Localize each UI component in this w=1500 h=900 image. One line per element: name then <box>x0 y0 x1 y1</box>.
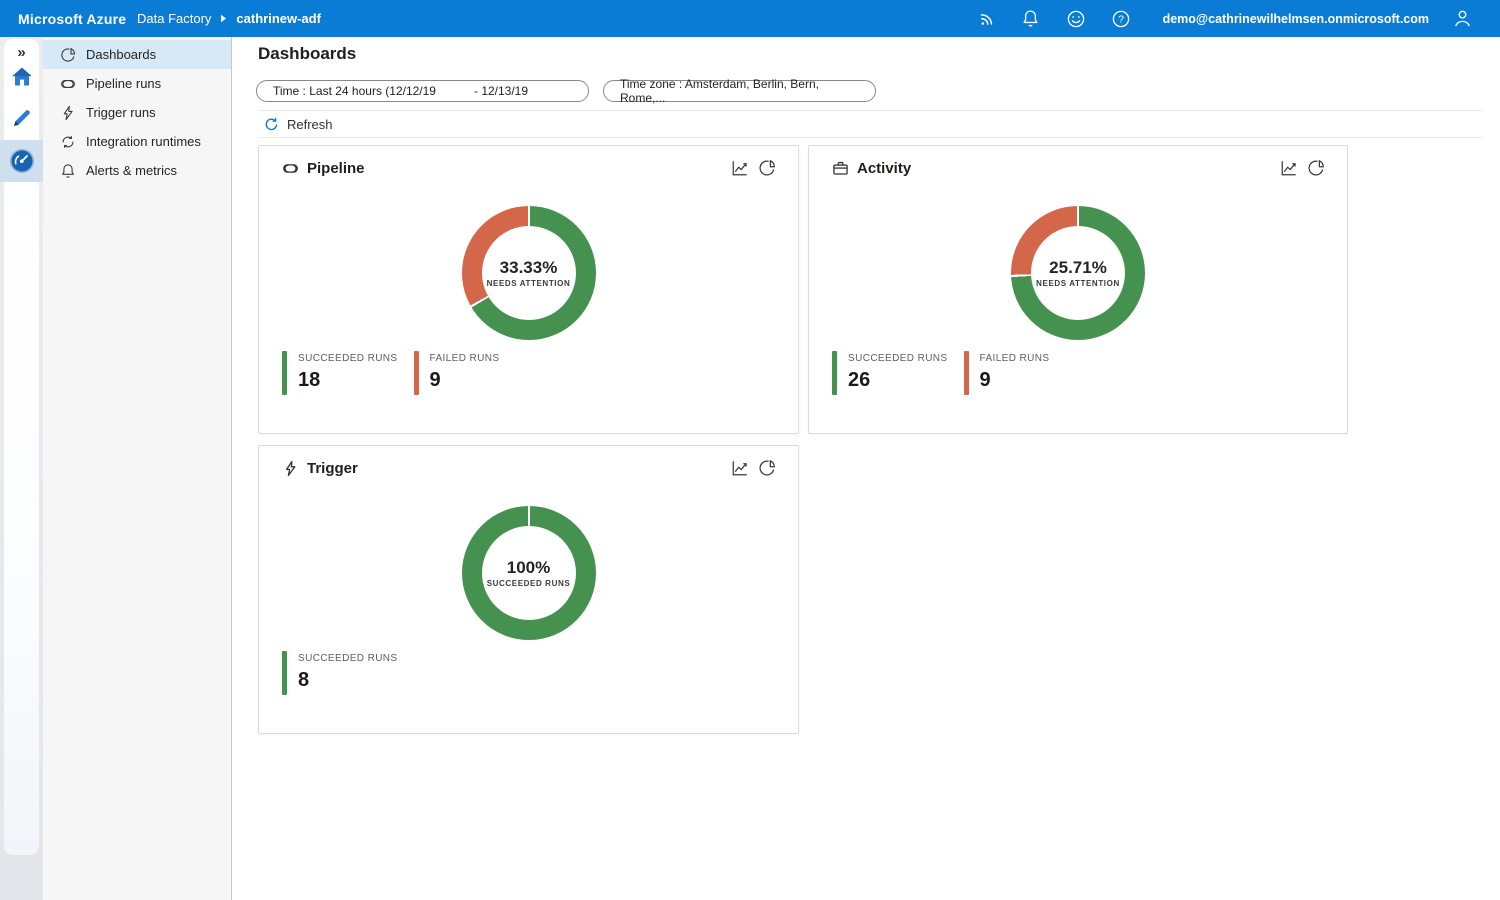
monitor-gauge-icon[interactable] <box>0 141 43 181</box>
sidebar-item-label: Trigger runs <box>86 105 156 120</box>
main-content: Dashboards Time : Last 24 hours (12/12/1… <box>232 37 1500 900</box>
refresh-button[interactable]: Refresh <box>258 117 339 132</box>
topbar-actions: ? demo@cathrinewilhelmsen.onmicrosoft.co… <box>967 0 1488 37</box>
pipeline-card: Pipeline <box>258 145 799 434</box>
integration-runtimes-icon <box>60 134 76 150</box>
legend-succeeded-runs: SUCCEEDED RUNS 8 <box>282 651 398 695</box>
card-title: Pipeline <box>307 159 365 177</box>
sidebar-item-dashboards[interactable]: Dashboards <box>43 40 231 69</box>
trigger-card: Trigger 1 <box>258 445 799 734</box>
activity-card-header: Activity <box>809 146 1347 177</box>
svg-text:?: ? <box>1118 13 1124 25</box>
legend-failed-runs: FAILED RUNS 9 <box>963 351 1053 395</box>
sidebar-item-label: Dashboards <box>86 47 157 62</box>
pipeline-donut-wrap: 33.33% NEEDS ATTENTION <box>461 206 596 340</box>
breadcrumb-app[interactable]: Data Factory <box>137 11 212 26</box>
briefcase-icon <box>832 160 849 177</box>
timezone-filter[interactable]: Time zone : Amsterdam, Berlin, Bern, Rom… <box>603 77 876 105</box>
breadcrumb-resource[interactable]: cathrinew-adf <box>236 11 321 26</box>
feedback-smiley-icon[interactable] <box>1057 0 1095 37</box>
notifications-bell-icon[interactable] <box>1012 0 1050 37</box>
sidebar-item-pipeline-runs[interactable]: Pipeline runs <box>43 69 231 98</box>
collapse-chevrons-icon[interactable]: » <box>17 43 26 61</box>
legend-color-bar <box>832 351 837 395</box>
pipeline-card-header: Pipeline <box>259 146 798 177</box>
trigger-donut-wrap: 100% SUCCEEDED RUNS <box>461 506 596 640</box>
line-chart-view-icon[interactable] <box>1280 159 1298 177</box>
top-bar: Microsoft Azure Data Factory cathrinew-a… <box>0 0 1500 37</box>
lightning-icon <box>282 460 299 477</box>
legend-color-bar <box>413 351 419 395</box>
timezone-filter-label: Time zone : Amsterdam, Berlin, Bern, Rom… <box>620 77 819 105</box>
azure-brand[interactable]: Microsoft Azure <box>18 10 127 27</box>
legend-label: SUCCEEDED RUNS <box>298 353 398 364</box>
card-title: Activity <box>857 159 912 177</box>
page-title: Dashboards <box>258 44 357 63</box>
legend-value: 18 <box>298 369 321 391</box>
trigger-legends: SUCCEEDED RUNS 8 <box>282 651 398 695</box>
sidebar-item-trigger-runs[interactable]: Trigger runs <box>43 98 231 127</box>
sidebar-item-label: Integration runtimes <box>86 134 201 149</box>
pipeline-icon <box>282 160 299 177</box>
monitor-sidebar: Dashboards Pipeline runs Trigger runs <box>43 37 232 900</box>
pie-chart-icon <box>60 47 76 63</box>
bell-icon <box>60 163 76 179</box>
line-chart-view-icon[interactable] <box>731 159 749 177</box>
time-filter-range-start: Time : Last 24 hours (12/12/19 <box>273 84 436 98</box>
pie-chart-view-icon[interactable] <box>1307 159 1325 177</box>
activity-donut-wrap: 25.71% NEEDS ATTENTION <box>1011 206 1145 340</box>
lightning-icon <box>60 105 76 121</box>
time-filter-range-end: - 12/13/19 <box>473 84 529 98</box>
legend-failed-runs: FAILED RUNS 9 <box>413 351 503 395</box>
pipeline-legends: SUCCEEDED RUNS 18 FAILED RUNS 9 <box>282 351 503 395</box>
signal-icon[interactable] <box>967 0 1005 37</box>
legend-color-bar <box>963 351 969 395</box>
card-view-toggles <box>731 459 776 477</box>
pie-chart-view-icon[interactable] <box>758 459 776 477</box>
left-rail: » <box>0 37 43 900</box>
activity-card: Activity <box>808 145 1348 434</box>
refresh-icon <box>264 117 279 132</box>
toolbar: Refresh <box>258 110 1483 138</box>
help-icon[interactable]: ? <box>1102 0 1140 37</box>
pipeline-donut-chart[interactable] <box>461 206 596 340</box>
account-email[interactable]: demo@cathrinewilhelmsen.onmicrosoft.com <box>1162 11 1429 26</box>
legend-label: FAILED RUNS <box>979 353 1050 364</box>
activity-legends: SUCCEEDED RUNS 26 FAILED RUNS 9 <box>832 351 1053 395</box>
card-title: Trigger <box>307 459 358 477</box>
home-icon[interactable] <box>0 57 43 97</box>
legend-value: 9 <box>979 369 991 391</box>
sidebar-item-label: Pipeline runs <box>86 76 162 91</box>
sidebar-item-alerts-metrics[interactable]: Alerts & metrics <box>43 156 231 185</box>
activity-donut-chart[interactable] <box>1011 206 1145 340</box>
sidebar-item-integration-runtimes[interactable]: Integration runtimes <box>43 127 231 156</box>
breadcrumb: Data Factory cathrinew-adf <box>137 0 321 37</box>
legend-color-bar <box>282 351 287 395</box>
legend-color-bar <box>282 651 287 695</box>
pipeline-icon <box>60 76 76 92</box>
sidebar-item-label: Alerts & metrics <box>86 163 178 178</box>
account-person-icon[interactable] <box>1443 0 1481 37</box>
time-filter[interactable]: Time : Last 24 hours (12/12/19 - 12/13/1… <box>256 80 589 102</box>
refresh-label: Refresh <box>287 116 333 132</box>
author-pencil-icon[interactable] <box>0 98 43 138</box>
legend-label: SUCCEEDED RUNS <box>848 353 948 364</box>
trigger-card-header: Trigger <box>259 446 798 477</box>
legend-label: SUCCEEDED RUNS <box>298 653 398 664</box>
trigger-donut-chart[interactable] <box>461 506 596 640</box>
legend-value: 9 <box>429 369 441 391</box>
legend-value: 26 <box>848 369 871 391</box>
legend-label: FAILED RUNS <box>429 353 500 364</box>
line-chart-view-icon[interactable] <box>731 459 749 477</box>
card-view-toggles <box>731 159 776 177</box>
legend-succeeded-runs: SUCCEEDED RUNS 26 <box>832 351 948 395</box>
card-view-toggles <box>1280 159 1325 177</box>
legend-value: 8 <box>298 669 310 691</box>
legend-succeeded-runs: SUCCEEDED RUNS 18 <box>282 351 398 395</box>
chevron-right-icon <box>220 14 227 23</box>
pie-chart-view-icon[interactable] <box>758 159 776 177</box>
